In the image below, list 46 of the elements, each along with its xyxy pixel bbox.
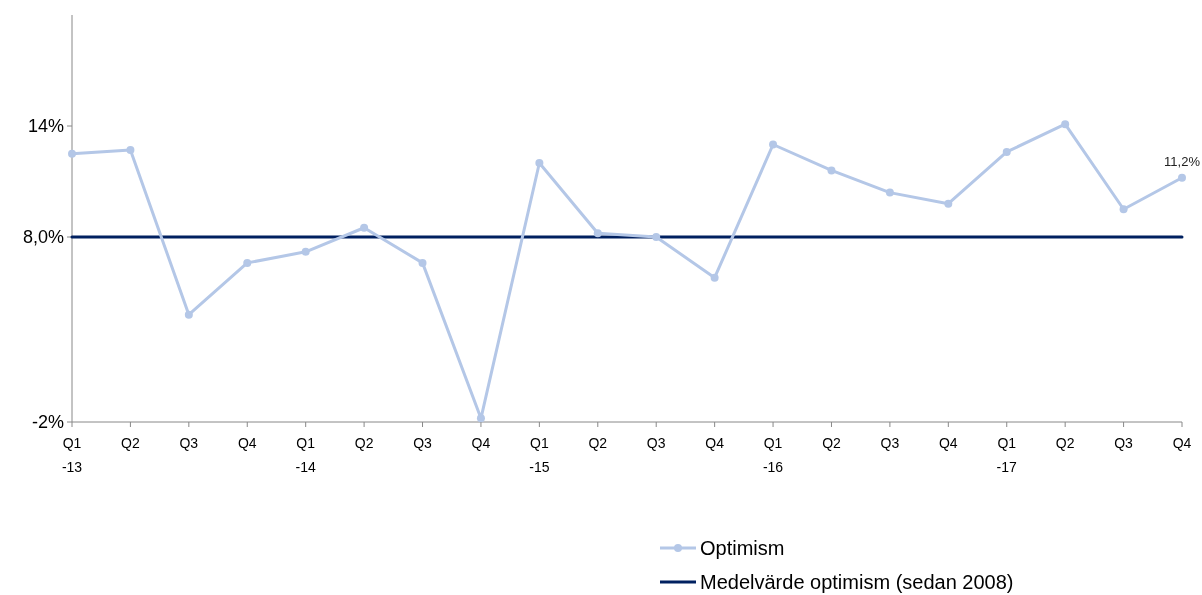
point [184, 310, 193, 319]
x-tick-label: Q4 [705, 435, 725, 451]
point [126, 146, 135, 155]
x-tick-label: Q1 -14 [295, 435, 317, 475]
x-tick-label: Q3 [646, 435, 666, 451]
point [710, 273, 719, 282]
x-tick-label: Q1 -13 [61, 435, 83, 475]
legend-label: Medelvärde optimism (sedan 2008) [700, 571, 1014, 593]
x-tick-label: Q3 [413, 435, 433, 451]
point [593, 229, 602, 238]
point [418, 258, 427, 267]
legend-label: Optimism [700, 537, 785, 559]
x-tick-label: Q2 [822, 435, 842, 451]
point [827, 166, 836, 175]
y-tick-label: -2% [31, 412, 64, 433]
point [1178, 173, 1186, 182]
point [535, 159, 544, 167]
x-tick-label: Q4 [471, 435, 491, 451]
x-tick-label: Q3 [1114, 435, 1134, 451]
x-tick-label: Q1 -16 [762, 435, 784, 475]
point [1002, 147, 1011, 156]
point [769, 140, 778, 149]
point [944, 199, 953, 208]
x-tick-label: Q4 [938, 435, 958, 451]
y-tick-label: 8,0% [22, 227, 64, 248]
point [885, 188, 894, 197]
x-tick-label: Q3 [179, 435, 199, 451]
point [301, 247, 310, 256]
x-tick-label: Q4 [237, 435, 257, 451]
point [243, 258, 252, 267]
data-label: 11,2% [1164, 153, 1201, 169]
point [360, 223, 369, 232]
y-tick-label: 14% [27, 116, 64, 137]
x-tick-label: Q2 [121, 435, 140, 451]
x-tick-label: Q3 [880, 435, 900, 451]
x-tick-label: Q1 -15 [529, 435, 550, 475]
x-tick-label: Q1 -17 [996, 435, 1018, 475]
point [1119, 205, 1128, 214]
point [476, 414, 485, 423]
point [68, 149, 76, 158]
x-tick-label: Q4 [1172, 435, 1192, 451]
x-tick-label: Q2 [588, 435, 608, 451]
point [652, 233, 661, 241]
point [1061, 120, 1070, 129]
x-tick-label: Q2 [354, 435, 374, 451]
x-tick-label: Q2 [1055, 435, 1075, 451]
